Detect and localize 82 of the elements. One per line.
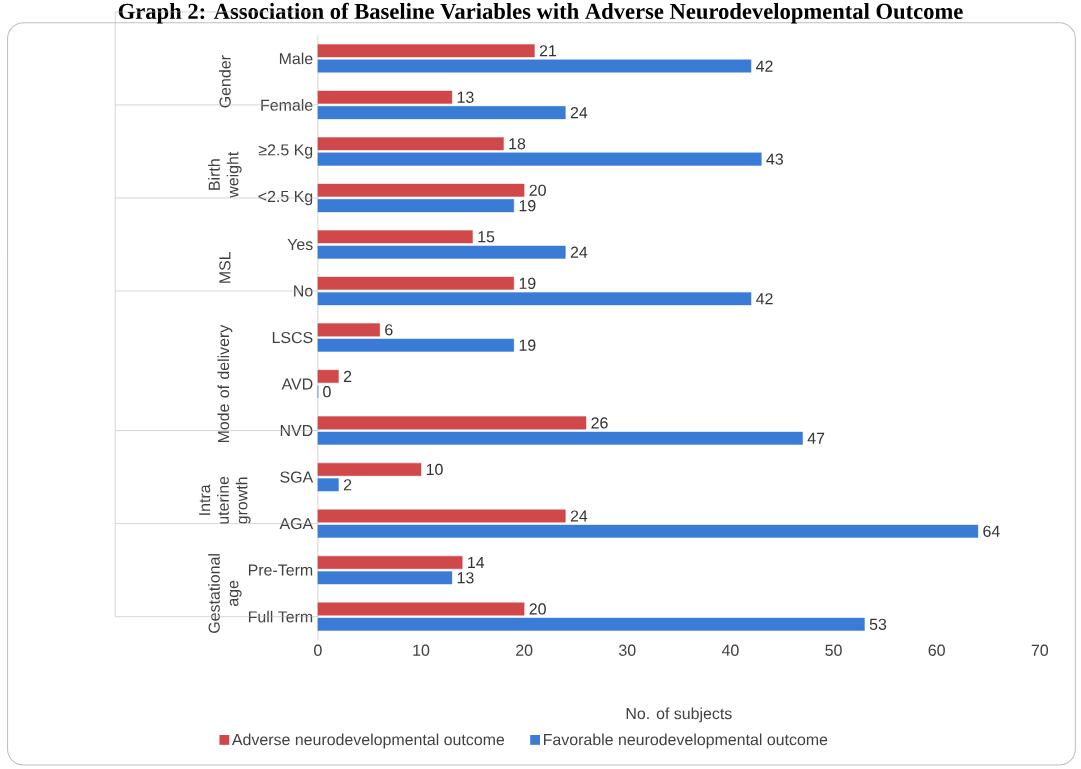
data-label: 19 [519,339,536,351]
bar [317,59,752,73]
x-tick-label: 30 [619,644,636,656]
x-tick-label: 50 [825,644,842,656]
bar [317,478,339,492]
y-tick-label: Yes [287,239,313,251]
bar [317,44,535,58]
y-tick-label: AGA [279,518,314,530]
data-label: 47 [807,432,825,444]
bar [317,338,515,352]
legend-label: Favorable neurodevelopmental outcome [544,733,828,749]
data-label: 53 [869,618,887,631]
bar [317,431,803,445]
x-tick-label: 10 [413,644,430,656]
bar [317,416,587,430]
data-label: 13 [457,572,474,584]
x-axis-title: No. of subjects [626,707,732,723]
bar [317,323,380,337]
text: Intra uterine growth [199,476,251,524]
data-label: 24 [570,510,588,522]
y-tick-label: AVD [281,378,313,390]
data-label: 2 [343,370,352,383]
data-label: 64 [983,525,1000,538]
x-tick-label: 60 [928,644,945,656]
data-label: 20 [529,184,546,197]
data-label: 43 [766,153,784,165]
y-tick-label: No [294,285,313,297]
data-label: 20 [529,603,546,615]
bar [317,106,566,120]
y-tick-label: Male [279,52,313,65]
bar [317,369,339,383]
data-label: 13 [457,91,474,103]
bar [317,137,504,151]
bar [317,199,515,213]
chart-title: Graph 2: Association of Baseline Variables with Adverse Neurodevelopmental Outcome [118,2,963,24]
data-label: 42 [756,60,773,72]
y-tick-label: <2.5 Kg [258,190,313,206]
data-label: 19 [519,277,536,290]
bar [317,556,463,570]
data-label: 15 [478,231,495,243]
bar [317,571,453,585]
y-tick-label: SGA [280,471,314,483]
data-label: 26 [591,417,608,429]
y-tick-label: ≥2.5 Kg [258,144,313,159]
bar [317,152,762,166]
bar [317,602,525,616]
bar [317,292,752,306]
data-label: 0 [323,386,331,398]
data-label: 42 [756,293,773,305]
x-tick-label: 70 [1031,644,1049,656]
data-label: 6 [385,324,393,336]
data-label: 14 [468,557,485,569]
bar [317,509,566,523]
data-label: 24 [570,107,588,119]
y-tick-label: Female [261,99,313,111]
bar [317,230,473,244]
data-label: 10 [426,463,443,476]
x-tick-label: 20 [516,644,533,656]
bar [317,524,979,538]
text: Gender [219,55,231,108]
text: Gestational age [208,554,242,633]
bar [317,617,865,631]
bar [317,183,525,197]
y-tick-label: Pre-Term [248,564,313,576]
legend-label: Adverse neurodevelopmental outcome [231,733,505,749]
bar [317,463,422,476]
data-label: 18 [509,138,526,150]
data-label: 24 [570,246,588,258]
x-tick-label: 40 [721,644,739,656]
y-tick-label: LSCS [272,331,313,344]
bar [317,90,453,104]
y-tick-label: NVD [280,425,313,437]
data-label: 19 [519,200,536,212]
text: Birth weight [208,151,242,198]
data-label: 2 [343,479,352,491]
data-label: 21 [539,45,557,57]
bar [317,276,515,290]
x-tick-label: 0 [314,644,322,656]
text: MSL [219,251,231,283]
bar [317,245,566,259]
text: Mode of delivery [217,324,233,443]
y-tick-label: Full Term [248,610,313,623]
